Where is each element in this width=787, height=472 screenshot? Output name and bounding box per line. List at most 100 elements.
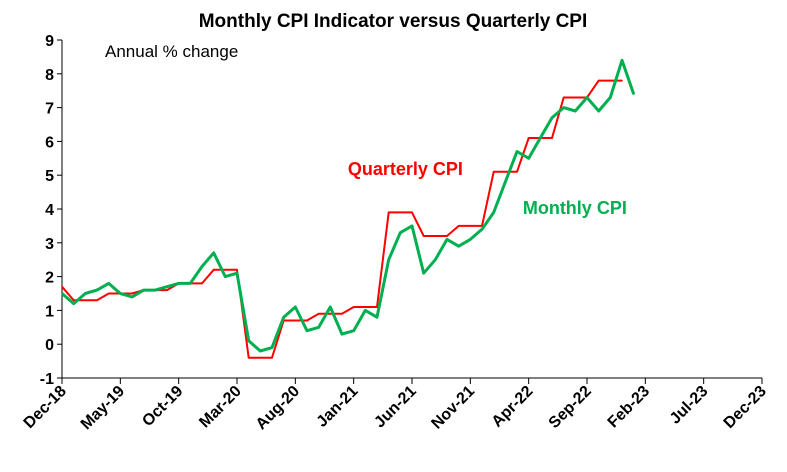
monthly-cpi-point <box>212 252 215 254</box>
chart-title: Monthly CPI Indicator versus Quarterly C… <box>199 11 588 32</box>
y-axis-ticks: -1 0 1 2 3 4 5 6 7 8 9 <box>40 33 62 388</box>
x-tick-label: Jun-21 <box>371 383 420 432</box>
monthly-cpi-point <box>84 292 87 295</box>
monthly-cpi-point <box>422 272 425 275</box>
monthly-cpi-point <box>387 258 390 261</box>
monthly-cpi-point <box>609 96 612 99</box>
monthly-cpi-point <box>282 316 285 318</box>
monthly-cpi-point <box>411 225 413 227</box>
y-tick-label: -1 <box>40 371 54 388</box>
monthly-cpi-point <box>271 346 273 349</box>
y-tick-label: 5 <box>45 168 54 185</box>
monthly-cpi-point <box>131 296 133 298</box>
y-tick-label: 9 <box>45 33 54 50</box>
y-tick-label: 2 <box>45 270 54 287</box>
quarterly-cpi-point <box>294 319 297 322</box>
x-tick-label: Dec-18 <box>21 383 70 432</box>
x-tick-label: May-19 <box>78 383 128 433</box>
quarterly-cpi-point <box>84 299 87 302</box>
quarterly-cpi-label: Quarterly CPI <box>348 159 463 179</box>
quarterly-cpi-point <box>341 312 343 315</box>
monthly-cpi-point <box>329 306 332 308</box>
quarterly-cpi-point <box>527 137 530 139</box>
monthly-cpi-point <box>142 289 145 291</box>
monthly-cpi-point <box>352 329 355 332</box>
monthly-cpi-point <box>341 333 343 335</box>
monthly-cpi-point <box>446 238 448 241</box>
quarterly-cpi-point <box>399 211 402 214</box>
monthly-cpi-point <box>621 59 623 62</box>
quarterly-cpi-point <box>422 235 425 237</box>
quarterly-cpi-point <box>457 225 460 227</box>
x-tick-label: Mar-20 <box>196 383 245 432</box>
quarterly-cpi-point <box>504 171 507 173</box>
quarterly-cpi-point <box>574 96 577 99</box>
monthly-cpi-point <box>72 302 75 305</box>
monthly-cpi-point <box>434 258 437 261</box>
y-tick-label: 4 <box>45 202 54 219</box>
plot-frame <box>61 40 762 379</box>
monthly-cpi-point <box>189 282 192 285</box>
quarterly-cpi-point <box>364 306 367 308</box>
y-tick-label: 8 <box>45 67 54 84</box>
x-tick-label: Apr-22 <box>489 383 537 431</box>
quarterly-cpi-point <box>317 312 320 315</box>
quarterly-cpi-point <box>61 285 63 288</box>
monthly-cpi-point <box>236 272 238 275</box>
quarterly-cpi-point <box>166 289 168 291</box>
quarterly-cpi-point <box>224 269 227 271</box>
quarterly-cpi-point <box>96 299 98 302</box>
quarterly-cpi-point <box>597 79 600 82</box>
y-tick-label: 3 <box>45 236 54 253</box>
quarterly-cpi-point <box>271 356 273 359</box>
monthly-cpi-point <box>247 340 250 342</box>
monthly-cpi-point <box>154 289 157 291</box>
quarterly-cpi-point <box>201 282 203 285</box>
monthly-cpi-point <box>504 181 507 183</box>
quarterly-cpi-point <box>352 306 355 308</box>
monthly-cpi-point <box>177 282 180 285</box>
monthly-cpi-point <box>597 110 600 112</box>
x-axis-ticks: Dec-18 May-19 Oct-19 Mar-20 Aug-20 Jan-21 Jun-… <box>21 378 770 433</box>
monthly-cpi-point <box>201 265 203 268</box>
quarterly-cpi-point <box>107 292 110 295</box>
quarterly-cpi-point <box>516 171 518 173</box>
quarterly-cpi-point <box>411 211 413 214</box>
quarterly-cpi-point <box>551 137 553 139</box>
quarterly-cpi-point <box>306 319 308 322</box>
monthly-cpi-point <box>574 110 577 112</box>
monthly-cpi-point <box>469 238 472 241</box>
monthly-cpi-point <box>166 285 168 288</box>
quarterly-cpi-point <box>609 79 612 82</box>
quarterly-cpi-point <box>259 356 262 359</box>
monthly-cpi-point <box>562 106 565 109</box>
quarterly-cpi-point <box>434 235 437 237</box>
monthly-cpi-point <box>539 137 542 139</box>
quarterly-cpi-point <box>247 356 250 359</box>
quarterly-cpi-point <box>469 225 472 227</box>
series-labels: Quarterly CPI Monthly CPI <box>348 159 627 218</box>
monthly-cpi-point <box>224 275 227 278</box>
quarterly-cpi-point <box>446 235 448 237</box>
monthly-cpi-point <box>376 316 378 318</box>
quarterly-cpi-point <box>329 312 332 315</box>
y-tick-label: 6 <box>45 134 54 151</box>
y-tick-label: 0 <box>45 337 54 354</box>
monthly-cpi-point <box>96 289 98 291</box>
monthly-cpi-point <box>119 292 122 295</box>
monthly-cpi-label: Monthly CPI <box>523 198 627 218</box>
monthly-cpi-point <box>294 306 297 308</box>
x-tick-label: Jul-23 <box>667 383 712 428</box>
monthly-cpi-point <box>632 93 635 95</box>
monthly-cpi-point <box>306 329 308 332</box>
monthly-cpi-point <box>107 282 110 285</box>
monthly-cpi-point <box>61 292 63 295</box>
monthly-cpi-point <box>516 150 518 153</box>
monthly-cpi-point <box>399 231 402 234</box>
quarterly-cpi-point <box>376 306 378 308</box>
quarterly-cpi-point <box>72 299 75 302</box>
quarterly-cpi-point <box>621 79 623 82</box>
y-tick-label: 1 <box>45 303 54 320</box>
x-tick-label: Sep-22 <box>546 383 595 432</box>
quarterly-cpi-point <box>387 211 390 214</box>
